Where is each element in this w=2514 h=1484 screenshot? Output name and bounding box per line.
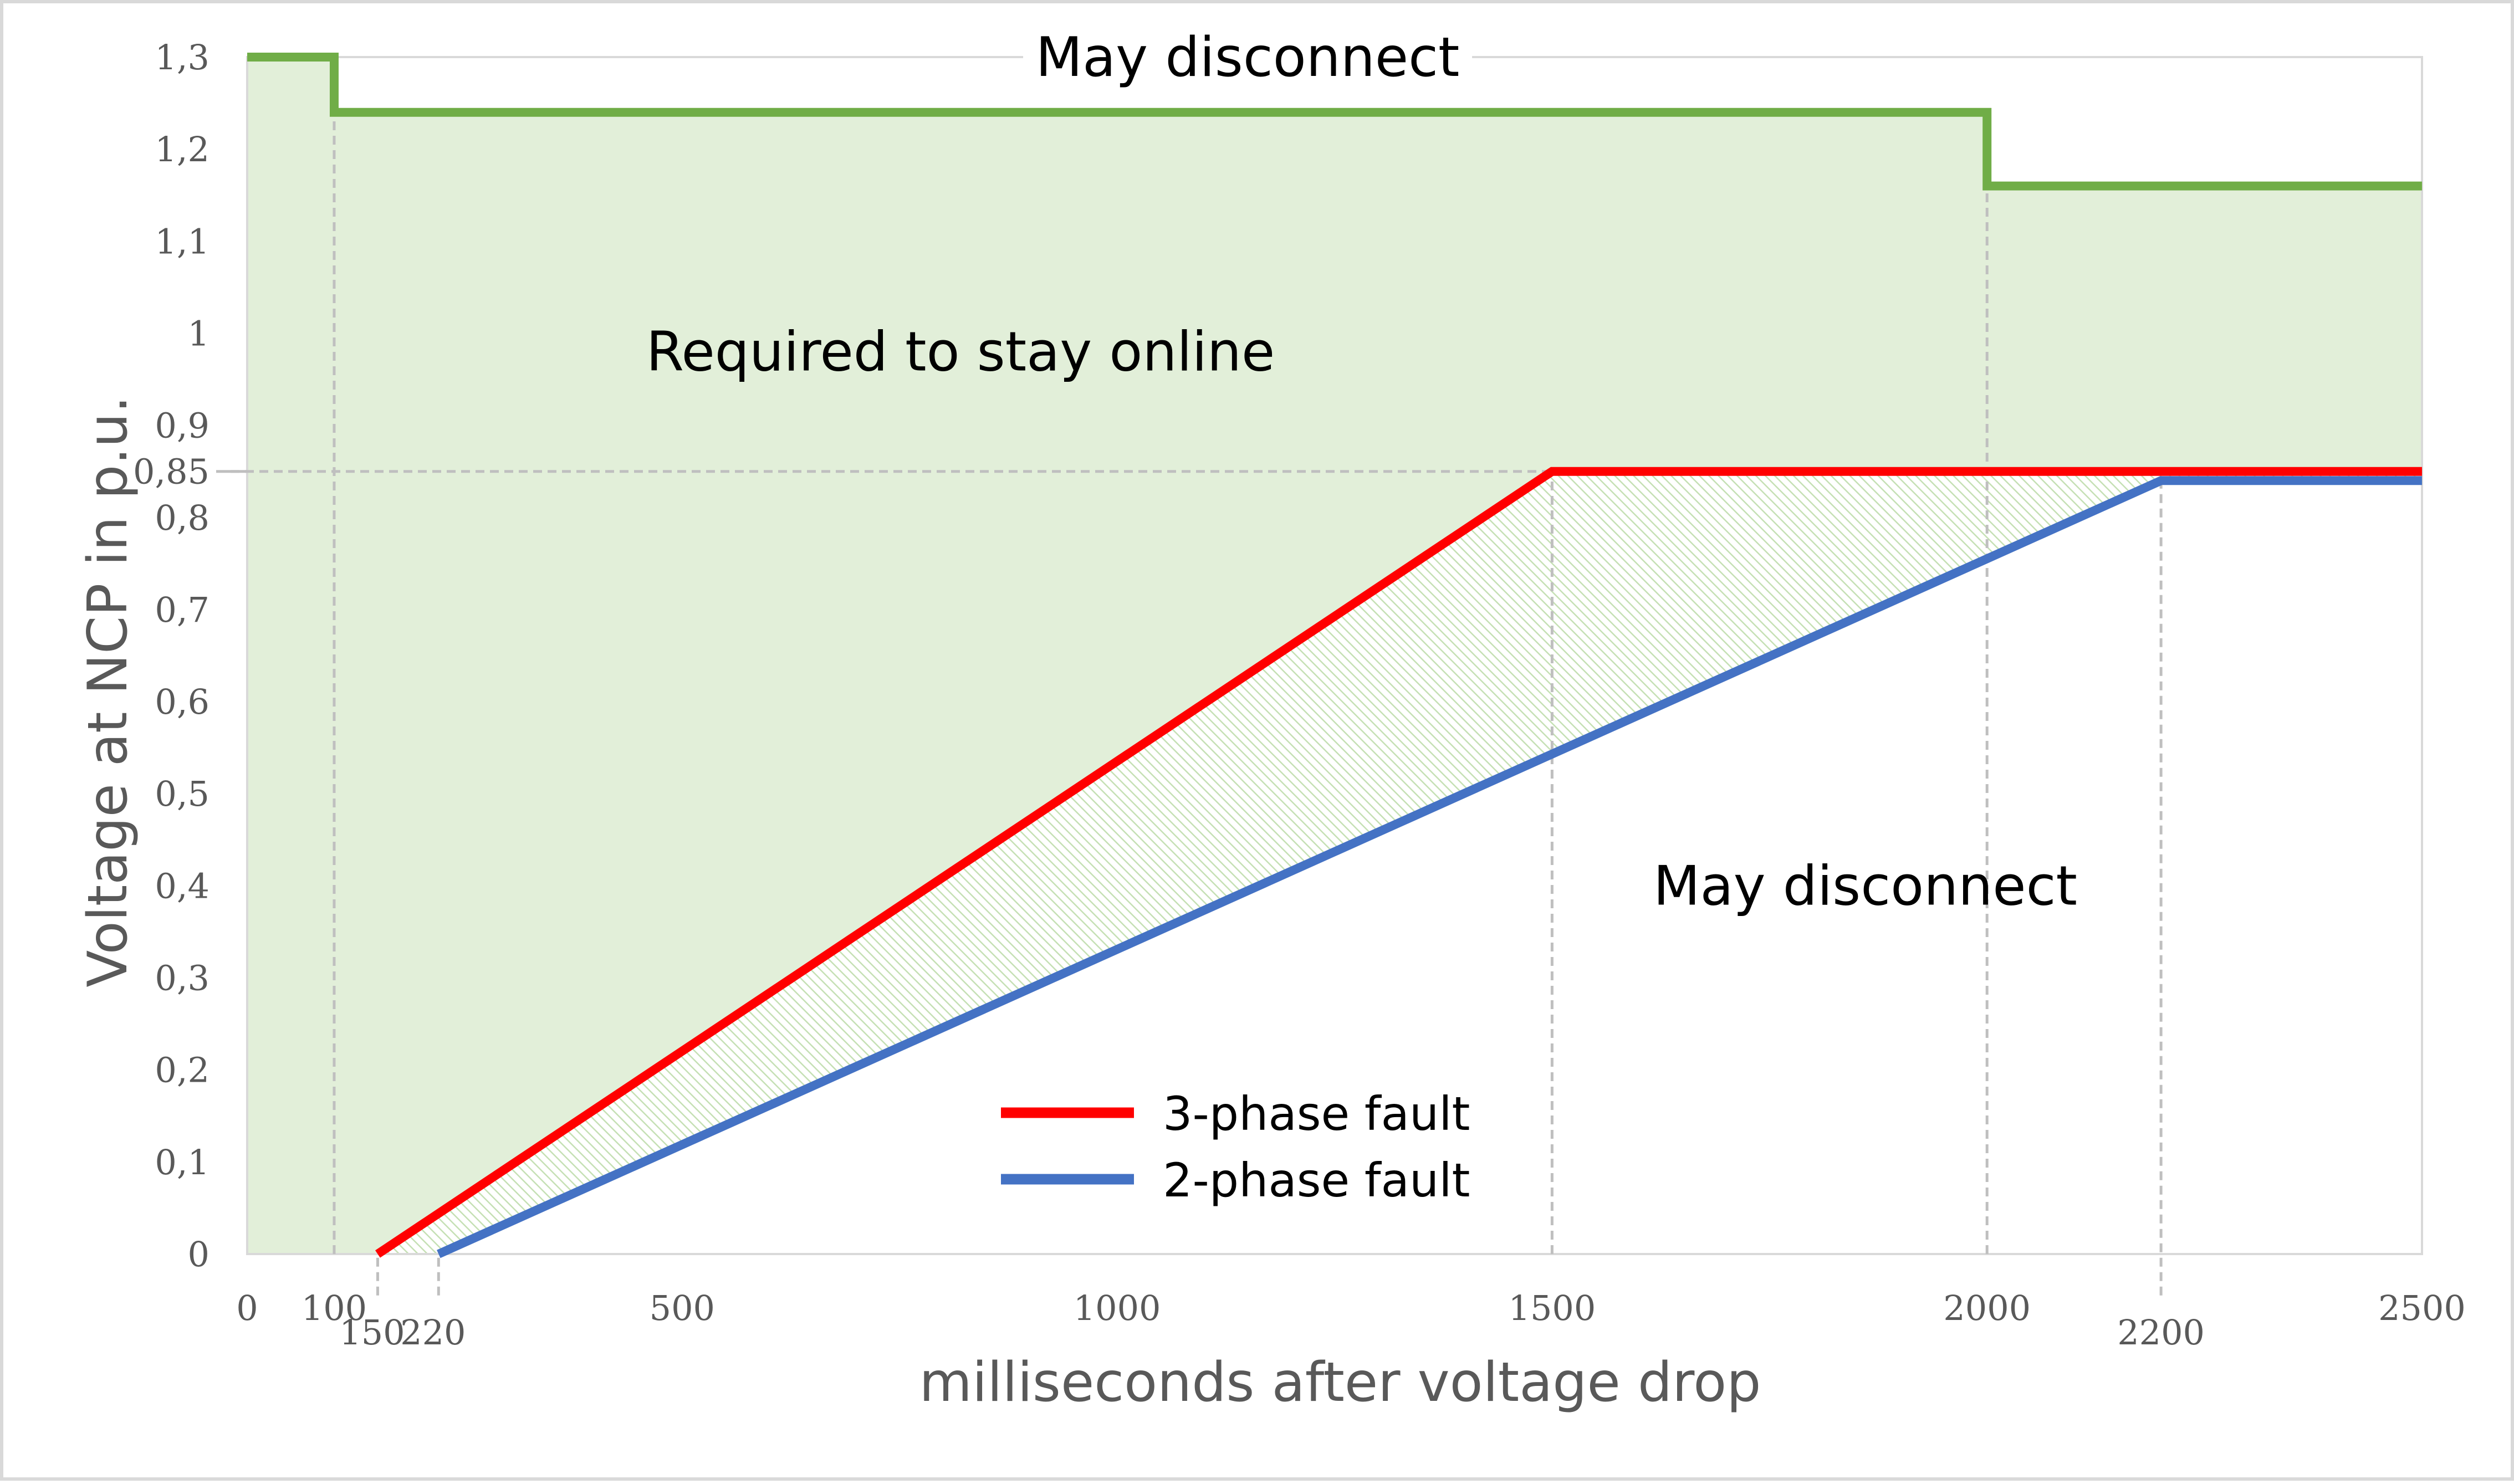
annotation-backing-box xyxy=(1023,27,1473,88)
x-tick-label-220: 220 xyxy=(400,1312,466,1353)
x-tick-label-1000: 1000 xyxy=(1074,1288,1161,1328)
annotation-may-disconnect-bottom: May disconnect xyxy=(1653,854,2077,918)
y-tick-label-0-5: 0,5 xyxy=(155,774,209,814)
annotations-layer: May disconnect Required to stay online May… xyxy=(646,26,2077,918)
y-tick-label-0-9: 0,9 xyxy=(155,406,209,446)
legend: 3-phase fault 2-phase fault xyxy=(1001,1087,1470,1207)
y-tick-label-0-2: 0,2 xyxy=(155,1050,209,1091)
three-phase-fault-line xyxy=(375,467,2422,1258)
annotation-may-disconnect-top: May disconnect xyxy=(1036,26,1460,89)
x-tick-label-2000: 2000 xyxy=(1943,1288,2031,1328)
legend-label-3-phase: 3-phase fault xyxy=(1163,1087,1470,1141)
region-stay-online xyxy=(247,57,2422,1254)
x-tick-label-150: 150 xyxy=(339,1312,405,1353)
y-tick-label-0-85: 0,85 xyxy=(133,452,209,492)
voltage-ride-through-chart: 0 0,1 0,2 0,3 0,4 0,5 0,6 0,7 0,8 0,85 0,9 1 1,1 1,2 1… xyxy=(76,26,2466,1414)
y-tick-label-0: 0 xyxy=(188,1234,209,1275)
y-tick-label-0-1: 0,1 xyxy=(155,1142,209,1183)
y-tick-label-0-3: 0,3 xyxy=(155,958,209,999)
y-tick-label-1-3: 1,3 xyxy=(155,37,209,78)
annotation-required-to-stay-online: Required to stay online xyxy=(646,321,1275,384)
y-tick-label-1-1: 1,1 xyxy=(155,221,209,262)
x-axis-title: milliseconds after voltage drop xyxy=(919,1351,1761,1414)
x-tick-label-2500: 2500 xyxy=(2378,1288,2466,1328)
x-tick-label-2200: 2200 xyxy=(2117,1312,2205,1353)
y-axis-title: Voltage at NCP in p.u. xyxy=(76,396,140,987)
y-tick-label-0-6: 0,6 xyxy=(155,682,209,722)
two-phase-fault-line xyxy=(437,476,2422,1258)
upper-voltage-limit-line xyxy=(247,53,2422,191)
regions-layer xyxy=(247,57,2423,1254)
region-hatched-between-faults xyxy=(377,471,2423,1254)
x-tick-label-1500: 1500 xyxy=(1509,1288,1596,1328)
y-tick-label-1-2: 1,2 xyxy=(155,129,209,170)
y-tick-label-0-8: 0,8 xyxy=(155,498,209,538)
x-tick-label-100: 100 xyxy=(302,1288,367,1328)
reference-lines-layer xyxy=(231,112,2163,1296)
tick-labels-layer: 0 0,1 0,2 0,3 0,4 0,5 0,6 0,7 0,8 0,85 0,9 1 1,1 1,2 1… xyxy=(133,37,2466,1353)
series-layer xyxy=(247,53,2422,1258)
x-tick-label-500: 500 xyxy=(650,1288,715,1328)
y-tick-label-0-7: 0,7 xyxy=(155,590,209,630)
y-tick-label-1: 1 xyxy=(188,313,209,354)
y-tick-label-0-4: 0,4 xyxy=(155,866,209,906)
x-tick-label-0: 0 xyxy=(236,1288,258,1328)
legend-label-2-phase: 2-phase fault xyxy=(1163,1153,1470,1207)
